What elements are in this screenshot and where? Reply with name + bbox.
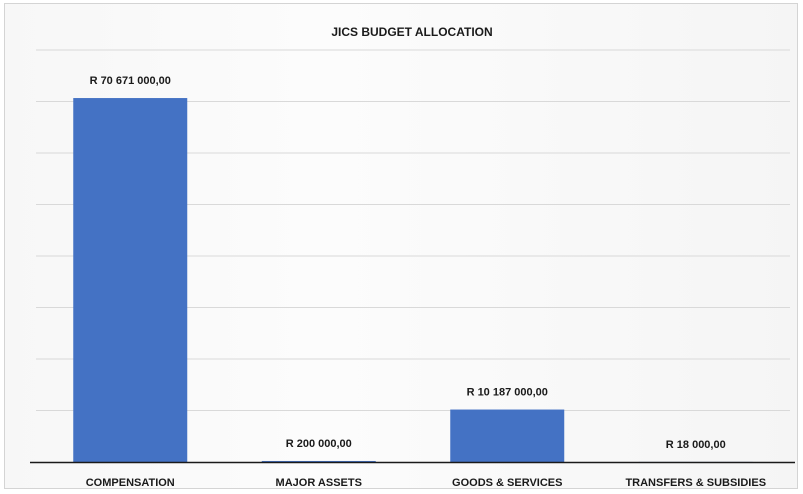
x-axis-tick-labels: COMPENSATION MAJOR ASSETS GOODS & SERVICES… (86, 477, 766, 489)
data-label: R 10 187 000,00 (467, 387, 548, 399)
bar-goods-services (450, 409, 565, 462)
chart-title: JICS BUDGET ALLOCATION (331, 25, 492, 39)
x-tick-label: COMPENSATION (86, 477, 175, 489)
bar-compensation (73, 98, 188, 463)
x-tick-label: MAJOR ASSETS (276, 477, 362, 489)
bars (73, 98, 753, 463)
data-labels: R 70 671 000,00 R 200 000,00 R 10 187 000,… (90, 75, 726, 451)
bar-major-assets (261, 460, 376, 462)
x-tick-label: TRANSFERS & SUBSIDIES (625, 477, 766, 489)
data-label: R 70 671 000,00 (90, 75, 171, 87)
x-tick-label: GOODS & SERVICES (452, 477, 562, 489)
data-label: R 18 000,00 (666, 439, 726, 451)
data-label: R 200 000,00 (286, 438, 352, 450)
